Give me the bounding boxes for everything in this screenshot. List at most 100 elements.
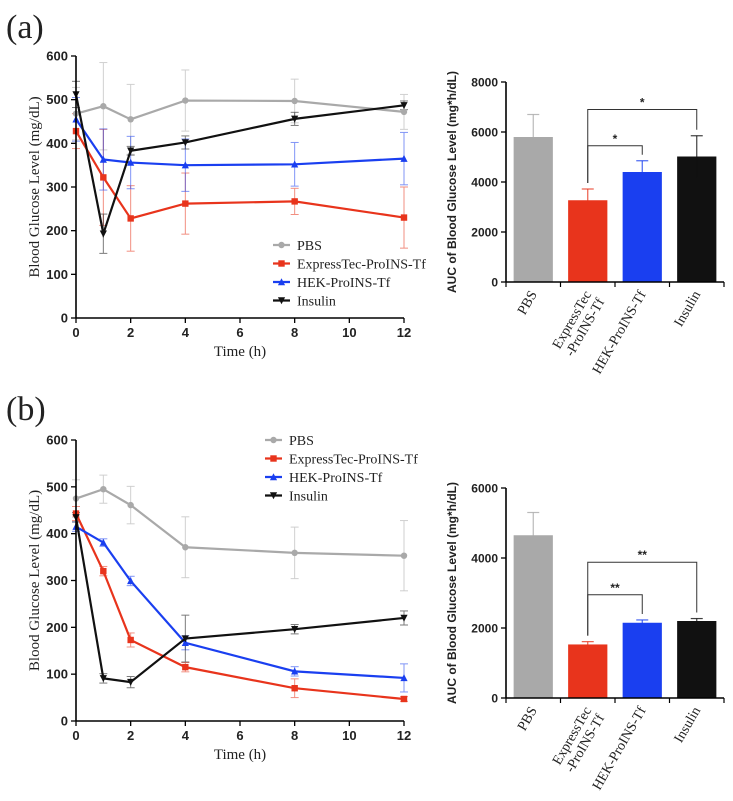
data-point-hek-proins-tf: [99, 155, 107, 163]
category-label: ExpressTec-ProINS-Tf: [550, 288, 608, 359]
bar: [513, 137, 553, 282]
data-point-hek-proins-tf: [400, 154, 408, 162]
category-label-line: PBS: [515, 705, 540, 734]
y-tick-label: 0: [491, 692, 498, 706]
y-tick-label: 4000: [471, 176, 498, 190]
bar: [677, 156, 717, 282]
data-point-expresstec-proins-tf: [182, 663, 189, 671]
error-bars-insulin: [72, 512, 408, 689]
category-label: ExpressTec-ProINS-Tf: [550, 704, 608, 775]
series-hek-proins-tf: [72, 522, 408, 682]
legend: PBS ExpressTec-ProINS-Tf HEK-ProINS-Tf Insu…: [265, 434, 418, 505]
bar-group-1: PBS: [513, 113, 553, 318]
data-point-pbs: [100, 485, 107, 493]
y-axis-label: AUC of Blood Glucose Level (mg*h/dL): [445, 482, 459, 704]
significance-label: **: [638, 548, 648, 562]
data-point-pbs: [182, 97, 189, 104]
y-tick-label: 4000: [471, 552, 498, 566]
data-point-hek-proins-tf: [99, 538, 107, 546]
legend-label: PBS: [289, 434, 314, 449]
legend-item-pbs: PBS: [265, 434, 314, 449]
y-tick-label: 400: [46, 526, 68, 541]
data-point-insulin: [181, 635, 189, 643]
x-tick-label: 2: [127, 728, 134, 743]
data-point-hek-proins-tf: [127, 577, 135, 585]
legend-marker: [277, 278, 286, 286]
y-tick-label: 0: [491, 276, 498, 290]
x-tick-label: 10: [342, 325, 356, 340]
x-tick-label: 0: [72, 728, 79, 743]
y-tick-label: 300: [46, 573, 68, 588]
data-point-insulin: [127, 147, 135, 155]
bar-group-2: ExpressTec-ProINS-Tf: [550, 188, 608, 359]
x-tick-label: 4: [182, 325, 190, 340]
panel-label-b: (b): [6, 391, 46, 428]
y-tick-label: 400: [46, 136, 68, 151]
legend-label: ExpressTec-ProINS-Tf: [297, 258, 426, 273]
series-line-insulin: [74, 94, 405, 239]
y-tick-label: 100: [46, 667, 68, 682]
x-tick-label: 12: [397, 728, 411, 743]
legend-item-insulin: Insulin: [273, 295, 336, 310]
legend-item-pbs: PBS: [273, 239, 322, 254]
legend-marker: [277, 297, 286, 305]
data-point-pbs: [291, 549, 298, 557]
category-label-line: Insulin: [672, 289, 704, 330]
category-label-line: Insulin: [672, 705, 704, 746]
legend-label: HEK-ProINS-Tf: [297, 276, 391, 291]
data-point-pbs: [400, 552, 408, 559]
y-axis-label: Blood Glucose Level (mg/dL): [27, 490, 43, 671]
y-tick-label: 8000: [471, 76, 498, 90]
series-pbs: [72, 97, 408, 123]
bar: [622, 172, 662, 282]
significance-label: *: [640, 96, 645, 110]
data-point-insulin: [127, 678, 135, 686]
data-point-expresstec-proins-tf: [291, 685, 298, 692]
data-point-expresstec-proins-tf: [100, 567, 107, 575]
y-tick-label: 2000: [471, 622, 498, 636]
legend-label: Insulin: [289, 490, 328, 505]
data-point-hek-proins-tf: [291, 667, 299, 675]
y-tick-label: 100: [46, 267, 68, 282]
data-point-insulin: [291, 115, 299, 123]
data-point-insulin: [291, 626, 299, 634]
x-axis-label: Time (h): [214, 344, 266, 360]
category-label: PBS: [515, 289, 540, 318]
category-label-line: PBS: [515, 289, 540, 318]
x-tick-label: 8: [291, 728, 298, 743]
data-point-expresstec-proins-tf: [291, 198, 298, 205]
y-tick-label: 500: [46, 92, 68, 107]
series-insulin: [72, 514, 408, 686]
series-line-pbs: [75, 487, 405, 557]
data-point-expresstec-proins-tf: [400, 695, 408, 703]
y-tick-label: 200: [46, 620, 68, 635]
bar-group-4: Insulin: [672, 135, 717, 330]
data-point-hek-proins-tf: [400, 674, 408, 682]
y-tick-label: 600: [46, 49, 68, 64]
bar: [677, 621, 717, 698]
x-tick-label: 6: [236, 325, 243, 340]
data-point-expresstec-proins-tf: [127, 636, 134, 644]
bar-group-2: ExpressTec-ProINS-Tf: [550, 641, 608, 775]
series-line-expresstec-proins-tf: [75, 130, 405, 220]
legend-item-expresstec-proins-tf: ExpressTec-ProINS-Tf: [265, 453, 418, 468]
data-point-pbs: [127, 116, 134, 123]
significance-label: *: [613, 132, 618, 146]
data-point-expresstec-proins-tf: [182, 200, 189, 207]
series-expresstec-proins-tf: [72, 510, 408, 703]
error-bars-expresstec-proins-tf: [72, 506, 408, 702]
error-bars-hek-proins-tf: [72, 521, 408, 693]
x-tick-label: 0: [72, 325, 79, 340]
error-bars-pbs: [72, 474, 408, 592]
x-tick-label: 2: [127, 325, 134, 340]
bar-group-4: Insulin: [672, 617, 717, 746]
bar: [622, 622, 662, 698]
series-line-pbs: [75, 99, 405, 121]
line-chart-a: 0 100 200 300 400 500 600 0 2 4 6 8 10 12 Time (h) Bloo…: [27, 49, 426, 361]
legend-label: Insulin: [297, 295, 336, 310]
data-point-hek-proins-tf: [127, 158, 135, 166]
series-pbs: [72, 485, 408, 559]
legend-marker: [278, 241, 285, 249]
